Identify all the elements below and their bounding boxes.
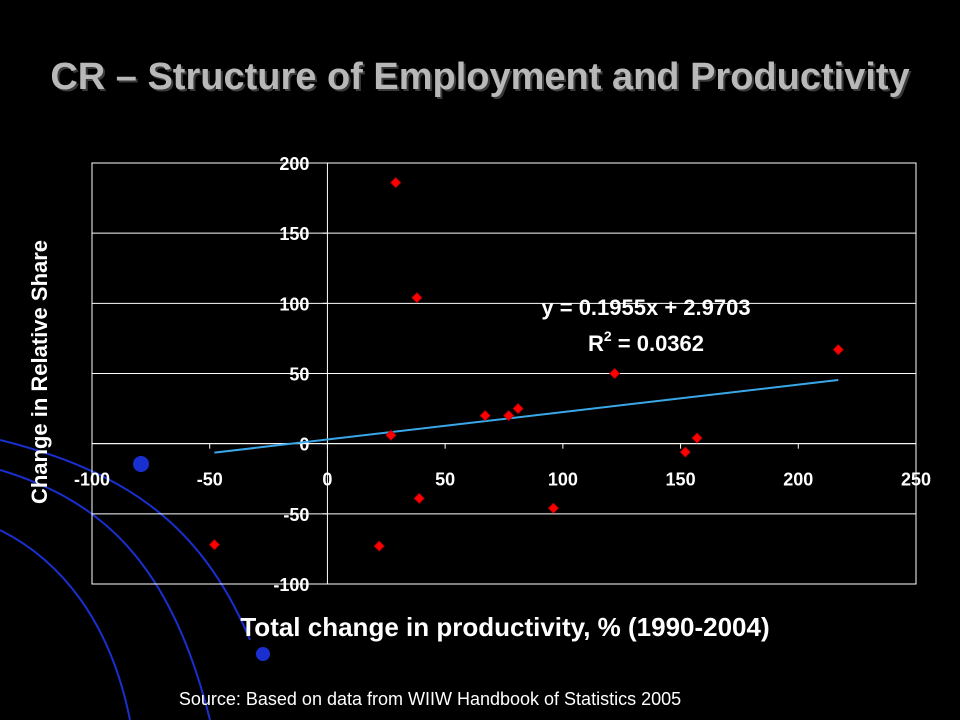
r-squared-label: R2 = 0.0362	[588, 328, 704, 356]
slide-title: CR – Structure of Employment and Product…	[50, 56, 910, 98]
y-tick-label: 50	[289, 365, 309, 385]
x-tick-label: -100	[74, 470, 110, 490]
y-tick-label: 100	[279, 294, 309, 314]
data-point	[679, 446, 691, 458]
data-point	[512, 403, 524, 415]
y-tick-label: 200	[279, 154, 309, 174]
y-tick-label: -100	[273, 575, 309, 595]
r-squared-prefix: R	[588, 331, 604, 356]
data-point	[373, 540, 385, 552]
r-squared-sup: 2	[604, 328, 612, 344]
data-point	[390, 177, 402, 189]
data-point	[691, 432, 703, 444]
gridlines	[92, 162, 916, 585]
decorative-swoosh	[0, 439, 270, 720]
x-tick-label: 200	[783, 470, 813, 490]
x-tick-labels: -100 -50 0 50 100 150 200 250	[74, 470, 931, 490]
data-point	[503, 410, 515, 422]
data-point	[479, 410, 491, 422]
data-point	[411, 292, 423, 304]
x-axis-title: Total change in productivity, % (1990-20…	[240, 612, 770, 642]
x-tick-label: 50	[435, 470, 455, 490]
x-tick-label: 250	[901, 470, 931, 490]
y-tick-labels: 200 150 100 50 0 -50 -100	[273, 154, 309, 595]
data-point	[832, 344, 844, 356]
data-point	[609, 367, 621, 380]
trendline	[214, 378, 839, 454]
y-tick-label: -50	[283, 505, 309, 525]
x-tick-label: 150	[666, 470, 696, 490]
data-markers	[208, 177, 844, 552]
x-tick-label: -50	[197, 470, 223, 490]
x-tick-label: 0	[322, 470, 332, 490]
y-axis-title: Change in Relative Share	[27, 239, 52, 505]
r-squared-value: = 0.0362	[612, 331, 704, 356]
y-tick-label: 0	[299, 435, 309, 455]
y-tick-label: 150	[279, 224, 309, 244]
data-point	[547, 502, 560, 514]
x-tick-label: 100	[548, 470, 578, 490]
data-point	[208, 539, 220, 551]
source-note: Source: Based on data from WIIW Handbook…	[178, 689, 682, 709]
data-point	[385, 429, 397, 441]
axes	[91, 162, 917, 585]
data-point	[413, 492, 425, 504]
trendline-equation: y = 0.1955x + 2.9703	[541, 295, 750, 320]
